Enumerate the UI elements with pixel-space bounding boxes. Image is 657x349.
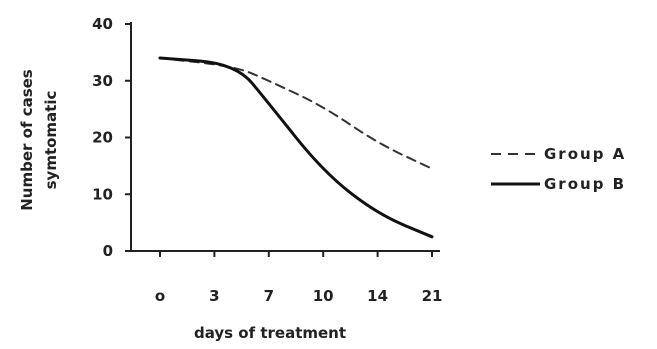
y-tick-label: 0 xyxy=(103,242,113,260)
legend-label-group-b: Group B xyxy=(544,175,626,193)
y-axis-ticks: 0 10 20 30 40 xyxy=(92,15,131,260)
x-tick-label: 21 xyxy=(422,287,443,305)
x-tick-label: 10 xyxy=(313,287,334,305)
series-layer xyxy=(158,56,434,239)
x-tick-label: 14 xyxy=(367,287,388,305)
y-tick-label: 10 xyxy=(92,185,113,203)
y-axis-title-line-2: symtomatic xyxy=(42,91,60,190)
y-tick-label: 40 xyxy=(92,15,113,33)
legend-label-group-a: Group A xyxy=(544,145,626,163)
x-tick-label: 7 xyxy=(264,287,274,305)
y-tick-label: 20 xyxy=(92,129,113,147)
y-axis-title-line-1: Number of cases xyxy=(18,69,36,211)
x-axis-title: days of treatment xyxy=(194,324,346,342)
series-line-group-a xyxy=(159,57,433,170)
series-line-group-b xyxy=(158,56,434,239)
legend: Group A Group B xyxy=(491,145,626,193)
y-axis-title: Number of cases symtomatic xyxy=(18,69,60,211)
x-tick-label: 3 xyxy=(209,287,219,305)
x-axis-ticks: o 3 7 10 14 21 xyxy=(155,251,443,305)
x-tick-label: o xyxy=(155,287,165,305)
y-tick-label: 30 xyxy=(92,72,113,90)
